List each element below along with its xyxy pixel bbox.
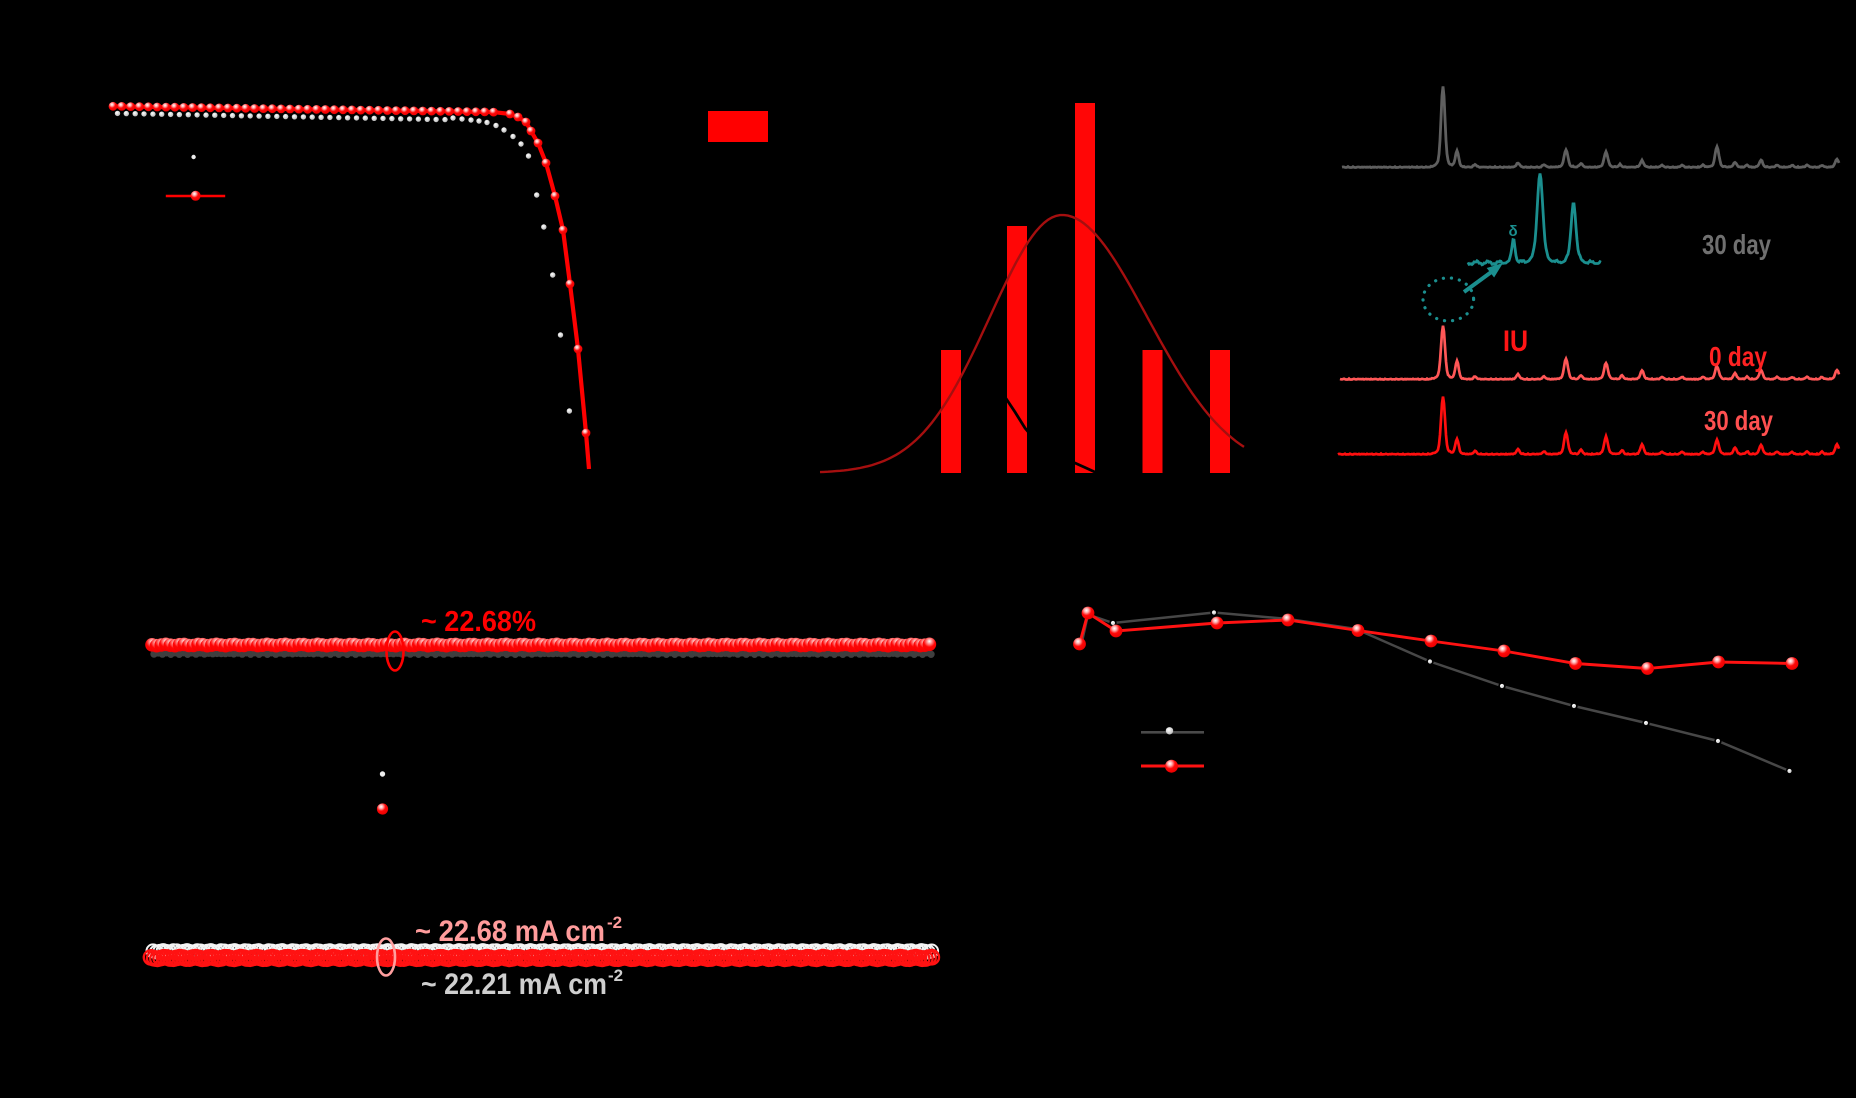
svg-text:δ: δ bbox=[1509, 223, 1518, 240]
svg-text:~ 22.68 mA cm: ~ 22.68 mA cm bbox=[415, 915, 605, 948]
svg-text:~ 22.21 mA cm: ~ 22.21 mA cm bbox=[421, 968, 607, 1001]
svg-text:~ 22.68%: ~ 22.68% bbox=[421, 606, 536, 638]
svg-text:-2: -2 bbox=[607, 913, 622, 932]
svg-text:30 day: 30 day bbox=[1702, 229, 1771, 260]
svg-text:-2: -2 bbox=[608, 966, 623, 985]
svg-text:30 day: 30 day bbox=[1704, 405, 1773, 436]
svg-text:0 day: 0 day bbox=[1709, 341, 1767, 372]
svg-text:IU: IU bbox=[1503, 325, 1528, 358]
